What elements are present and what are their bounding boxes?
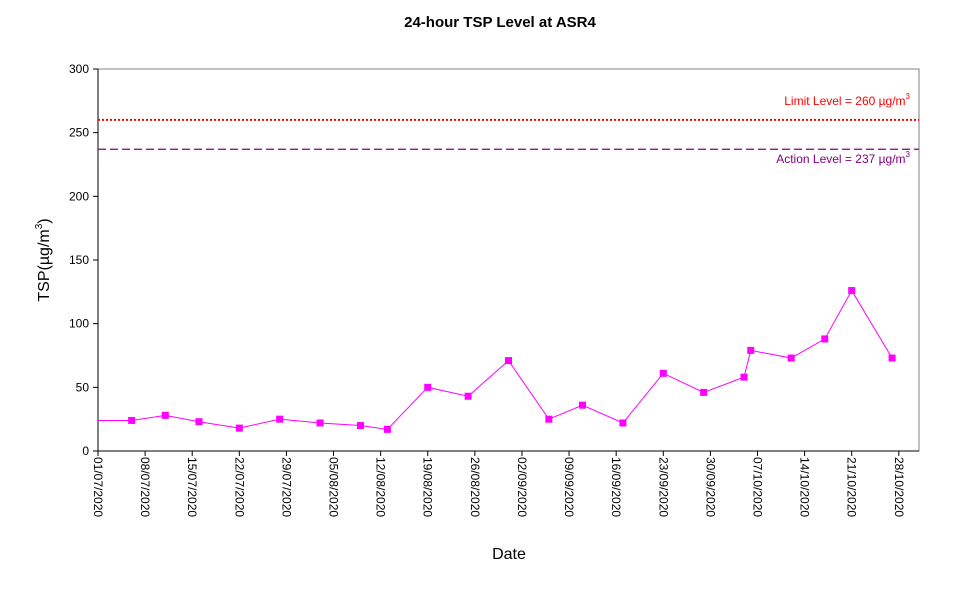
data-point xyxy=(579,401,587,409)
data-point xyxy=(464,392,472,400)
y-tick-label: 250 xyxy=(69,126,89,140)
action-level-label: Action Level = 237 µg/m3 xyxy=(776,150,910,166)
ref-label-main: Action Level = 237 µg/m xyxy=(776,152,905,166)
x-tick-label: 26/08/2020 xyxy=(468,457,482,517)
data-point xyxy=(821,335,829,343)
y-tick-label: 300 xyxy=(69,62,89,76)
y-tick-label: 150 xyxy=(69,253,89,267)
x-tick-label: 19/08/2020 xyxy=(421,457,435,517)
y-tick-label: 200 xyxy=(69,189,89,203)
x-tick-label: 08/07/2020 xyxy=(138,457,152,517)
data-point xyxy=(888,354,896,362)
data-point xyxy=(235,424,243,432)
x-tick-label: 23/09/2020 xyxy=(656,457,670,517)
y-tick-label: 50 xyxy=(76,380,90,394)
x-tick-label: 14/10/2020 xyxy=(798,457,812,517)
data-series xyxy=(98,287,896,433)
data-point xyxy=(700,388,708,396)
x-tick-label: 15/07/2020 xyxy=(185,457,199,517)
plot-frame xyxy=(97,68,920,452)
x-tick-label: 28/10/2020 xyxy=(892,457,906,517)
data-point xyxy=(505,357,512,365)
chart-title: 24-hour TSP Level at ASR4 xyxy=(404,14,596,31)
data-point xyxy=(276,415,284,423)
x-axis-label: Date xyxy=(492,546,526,563)
ref-label-sup: 3 xyxy=(906,92,911,101)
data-point xyxy=(848,287,856,295)
x-tick-label: 21/10/2020 xyxy=(845,457,859,517)
series-line xyxy=(98,289,893,430)
x-tick-label: 09/09/2020 xyxy=(562,457,576,517)
data-point xyxy=(659,369,667,377)
x-tick-label: 16/09/2020 xyxy=(609,457,623,517)
y-tick-label: 0 xyxy=(82,444,89,458)
x-tick-label: 22/07/2020 xyxy=(232,457,246,517)
data-point xyxy=(316,419,324,427)
x-tick-label: 02/09/2020 xyxy=(515,457,529,517)
data-point xyxy=(787,354,795,362)
data-point xyxy=(128,416,136,424)
ref-label-main: Limit Level = 260 µg/m xyxy=(784,94,905,108)
x-tick-label: 29/07/2020 xyxy=(279,457,293,517)
data-point xyxy=(545,415,553,423)
y-tick-label: 100 xyxy=(69,317,89,331)
y-axis-label-end: ) xyxy=(36,218,53,223)
data-point xyxy=(383,425,391,433)
data-point xyxy=(161,411,169,419)
data-point xyxy=(747,346,755,354)
data-point xyxy=(740,373,748,381)
x-axis-ticks: 01/07/2020 08/07/2020 15/07/2020 22/07/2020… xyxy=(91,451,906,517)
data-point xyxy=(195,418,203,426)
x-tick-label: 05/08/2020 xyxy=(327,457,341,517)
y-axis-label-main: TSP(µg/m xyxy=(36,229,53,301)
limit-level-label: Limit Level = 260 µg/m3 xyxy=(784,92,910,108)
x-tick-label: 12/08/2020 xyxy=(374,457,388,517)
plot-area xyxy=(97,68,920,452)
x-tick-label: 07/10/2020 xyxy=(750,457,764,517)
y-axis-ticks: 0 50 100 150 200 250 300 xyxy=(69,62,98,458)
y-axis-label: TSP(µg/m3) xyxy=(34,218,53,301)
data-point xyxy=(424,383,432,391)
ref-label-sup: 3 xyxy=(906,150,911,159)
x-tick-label: 30/09/2020 xyxy=(703,457,717,517)
data-point xyxy=(619,419,627,427)
x-tick-label: 01/07/2020 xyxy=(91,457,105,517)
data-point xyxy=(356,422,364,430)
y-axis-label-sup: 3 xyxy=(34,223,45,229)
